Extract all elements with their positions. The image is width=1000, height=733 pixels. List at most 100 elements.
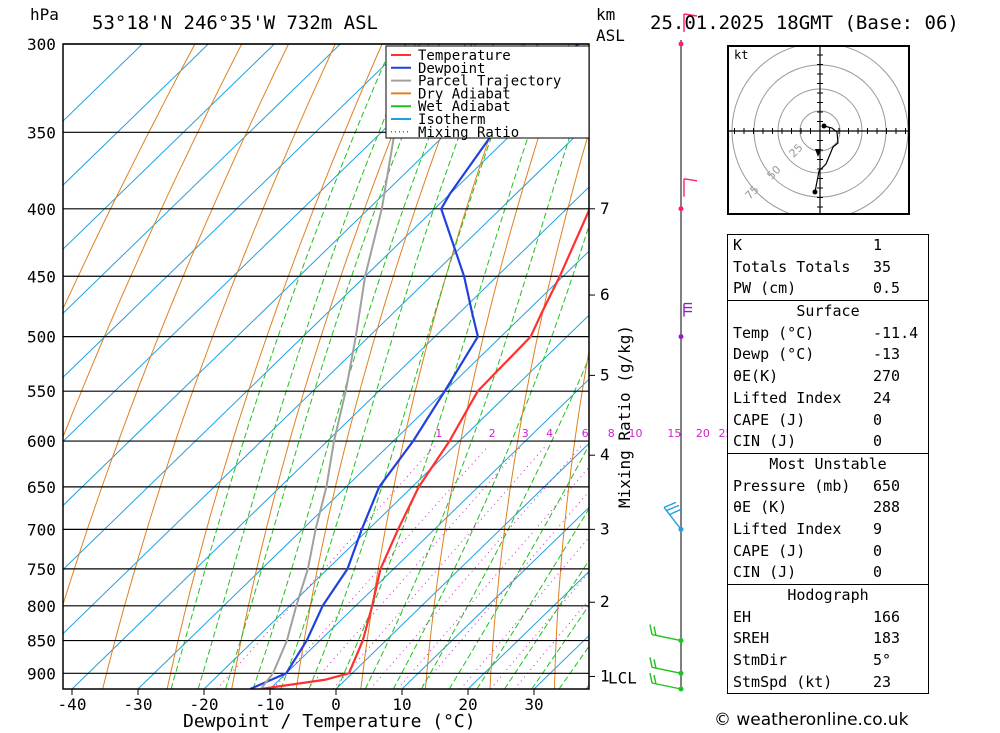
index-pw: PW (cm) 0.5 [733, 279, 901, 298]
plot-frame [62, 43, 590, 690]
mixing-ratio-label: 1 [435, 427, 442, 440]
hodograph-trace [814, 125, 839, 193]
most-unstable-row: CAPE (J) 0 [733, 541, 883, 560]
most-unstable-row: CIN (J) 0 [733, 563, 883, 582]
mixing-ratio-line [369, 445, 582, 689]
wet-adiabat [280, 44, 494, 689]
dry-adiabat [231, 44, 430, 689]
legend-entry: Isotherm [418, 112, 485, 128]
surface-row: θE(K) 270 [733, 367, 901, 386]
mixing-ratio-line [216, 445, 436, 689]
mixing-ratio-label: 4 [546, 427, 553, 440]
temp-tick-label: 20 [458, 695, 477, 714]
hodograph-stat-row: EH 166 [733, 607, 901, 626]
wet-adiabat [448, 444, 589, 689]
wind-barb [683, 13, 698, 32]
lcl-label: LCL [608, 668, 637, 687]
km-tick-label: 7 [600, 199, 610, 218]
wet-adiabat [308, 44, 526, 689]
km-tick-label: 3 [600, 519, 610, 538]
temp-tick-label: 10 [392, 695, 411, 714]
pressure-tick-label: 700 [27, 520, 56, 539]
legend-entry: Mixing Ratio [418, 125, 519, 141]
isotherm-line [71, 186, 589, 689]
mixing-ratio-axis-title: Mixing Ratio (g/kg) [615, 325, 634, 508]
hodograph-stat-row: StmSpd (kt) 23 [733, 672, 892, 691]
pressure-tick-label: 750 [27, 560, 56, 579]
dry-adiabat [971, 44, 1000, 689]
surface-row: CIN (J) 0 [733, 432, 883, 451]
isotherm-line [63, 122, 589, 635]
parcel-trajectory-profile [260, 44, 421, 689]
wet-adiabat [531, 604, 589, 689]
surface-row: Temp (°C) -11.4 [733, 323, 919, 342]
hodo-point-surface [812, 189, 818, 195]
isotherm-line [269, 378, 589, 689]
legend-entry: Temperature [418, 48, 511, 64]
surface-row: Dewp (°C) -13 [733, 345, 901, 364]
mixing-ratio-line [332, 445, 547, 689]
most-unstable-title: Most Unstable [769, 454, 887, 473]
wet-adiabat [504, 559, 589, 689]
mixing-ratio-line [460, 536, 589, 689]
wet-adiabat [252, 44, 466, 689]
wet-adiabat [364, 75, 589, 689]
mixing-ratio-label: 6 [582, 427, 589, 440]
wind-barb [649, 624, 682, 642]
mixing-ratio-label: 2 [489, 427, 496, 440]
pressure-tick-label: 550 [27, 382, 56, 401]
hodo-ring-label-75: 75 [743, 183, 762, 202]
wind-barb [663, 501, 682, 530]
km-tick-label: 6 [600, 285, 610, 304]
mixing-ratio-label: 10 [628, 427, 642, 440]
km-tick-label: 5 [600, 365, 610, 384]
pressure-tick-label: 300 [27, 35, 56, 54]
most-unstable-row: Lifted Index 9 [733, 519, 883, 538]
pressure-unit-label: hPa [30, 5, 59, 24]
hodograph: kt 25 50 75 [727, 42, 910, 220]
mixing-ratio-label: 20 [696, 427, 710, 440]
hodograph-stat-row: StmDir 5° [733, 651, 892, 670]
mixing-ratio-line [272, 445, 489, 689]
hodograph-stats-title: Hodograph [787, 586, 869, 604]
pressure-tick-label: 350 [27, 123, 56, 142]
legend-entry: Parcel Trajectory [418, 74, 561, 90]
mixing-ratio-label: 15 [667, 427, 681, 440]
legend-entry: Dewpoint [418, 61, 485, 77]
wind-barb [649, 672, 682, 690]
isotherm-line [401, 506, 589, 689]
km-tick-label: 2 [600, 592, 610, 611]
temp-tick-label: -20 [190, 695, 219, 714]
wet-adiabat [336, 44, 561, 689]
hodo-point-top [821, 123, 827, 129]
wet-adiabat [225, 44, 440, 689]
isotherm-line [63, 44, 209, 186]
surface-section: Surface Temp (°C) -11.4 Dewp (°C) -13 θE(K) 2… [728, 300, 928, 453]
km-tick-label: 4 [600, 445, 610, 464]
location-title: 53°18'N 246°35'W 732m ASL [92, 12, 378, 34]
pressure-tick-label: 650 [27, 478, 56, 497]
mixing-ratio-line [419, 490, 589, 689]
wet-adiabat [197, 44, 416, 689]
wind-barb [683, 302, 692, 317]
hodo-ring-label-50: 50 [765, 163, 784, 182]
isotherm-line [63, 44, 341, 314]
wind-barb [649, 657, 682, 674]
pressure-tick-label: 400 [27, 200, 56, 219]
isotherm-line [63, 44, 275, 250]
isotherm-line [63, 44, 539, 507]
temperature-profile [260, 207, 589, 689]
surface-row: CAPE (J) 0 [733, 410, 883, 429]
mixing-ratio-line [490, 571, 589, 689]
index-totals-totals: Totals Totals 35 [733, 257, 892, 276]
datetime-title: 25.01.2025 18GMT (Base: 06) [650, 12, 959, 34]
isotherm-line [63, 44, 407, 379]
most-unstable-section: Most Unstable Pressure (mb) 650 θE (K) 288 L… [728, 452, 928, 584]
legend-entry: Wet Adiabat [418, 99, 511, 115]
temp-tick-label: 0 [331, 695, 341, 714]
temp-tick-label: -30 [124, 695, 153, 714]
most-unstable-row: Pressure (mb) 650 [733, 476, 901, 495]
wind-barb [683, 178, 698, 197]
